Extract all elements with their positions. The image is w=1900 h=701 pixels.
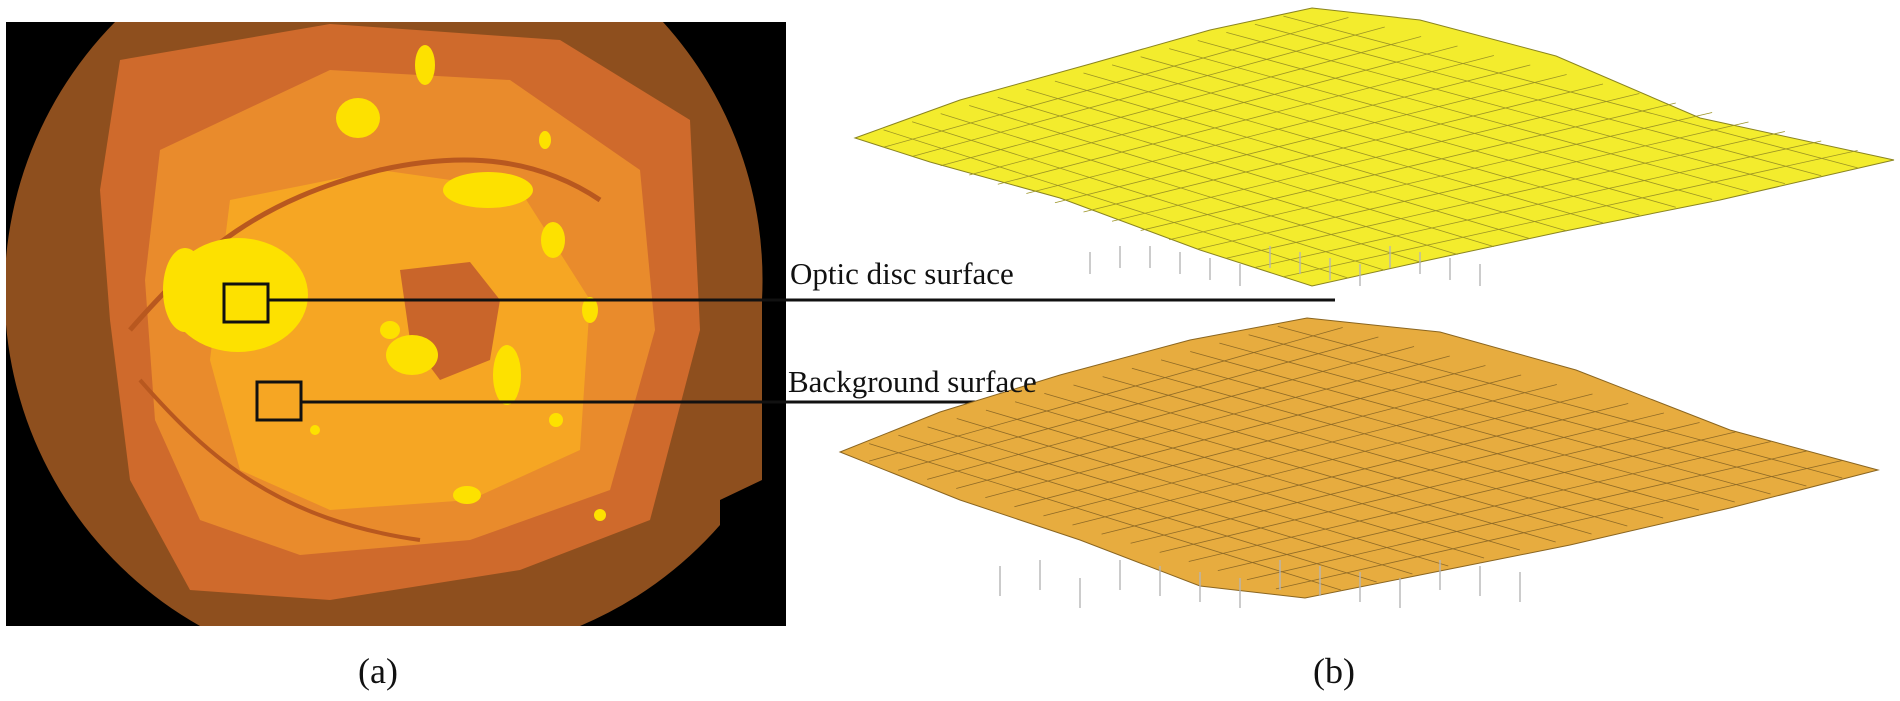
mesh-line xyxy=(1197,40,1749,192)
mesh-line xyxy=(1254,140,1822,268)
mesh-line xyxy=(1083,83,1604,213)
mesh-line xyxy=(1169,48,1713,200)
mesh-line xyxy=(1111,93,1640,222)
optic-disc-sample-box xyxy=(222,282,270,324)
lesion xyxy=(380,321,400,339)
background-surface xyxy=(838,317,1880,599)
lesion xyxy=(453,486,481,504)
mesh-line xyxy=(1217,441,1772,572)
mesh-line xyxy=(1277,325,1843,479)
mesh-line xyxy=(1159,422,1700,553)
mesh-line xyxy=(1111,64,1640,216)
mesh-line xyxy=(1072,393,1593,526)
lesion xyxy=(443,172,533,208)
mesh-line xyxy=(1283,15,1858,169)
mesh-line xyxy=(1248,334,1807,487)
lesion xyxy=(310,425,320,435)
mesh-line xyxy=(1131,367,1664,519)
blood-vessel xyxy=(138,378,421,542)
lesion xyxy=(541,222,565,258)
mesh-line xyxy=(1254,23,1822,177)
optic-disc-surface xyxy=(853,7,1895,287)
mesh-line xyxy=(1226,31,1785,185)
mesh-line xyxy=(1190,351,1735,503)
mesh-line xyxy=(1140,56,1676,208)
panel-b-caption: (b) xyxy=(1313,651,1355,691)
mesh-line xyxy=(1219,342,1771,495)
mesh-line xyxy=(1283,150,1858,278)
background-surface-mesh xyxy=(868,325,1843,591)
mesh-line xyxy=(1275,460,1843,590)
panel-a-caption: (a) xyxy=(358,651,398,691)
optic-disc-surface-mesh xyxy=(883,15,1858,279)
lesion xyxy=(415,45,435,85)
mesh-line xyxy=(1140,102,1676,231)
fundus-image xyxy=(6,22,786,626)
background-surface-label: Background surface xyxy=(788,364,1037,399)
mesh-line xyxy=(1169,112,1713,241)
mesh-line xyxy=(1226,131,1785,259)
lesion xyxy=(582,297,598,323)
mesh-line xyxy=(1101,403,1629,535)
optic-disc-rim xyxy=(163,248,207,332)
lesion xyxy=(336,98,380,138)
lesion xyxy=(594,509,606,521)
mesh-line xyxy=(1188,431,1736,562)
lesion xyxy=(493,345,521,405)
mesh-line xyxy=(1197,121,1749,250)
lesion xyxy=(549,413,563,427)
mesh-line xyxy=(1130,412,1664,544)
mesh-line xyxy=(1246,450,1807,581)
optic-disc-surface-label: Optic disc surface xyxy=(790,256,1014,291)
lesion xyxy=(386,335,438,375)
mesh-line xyxy=(1102,376,1628,527)
surface-stems xyxy=(999,246,1521,608)
lesion xyxy=(539,131,551,149)
mesh-line xyxy=(1160,359,1700,511)
